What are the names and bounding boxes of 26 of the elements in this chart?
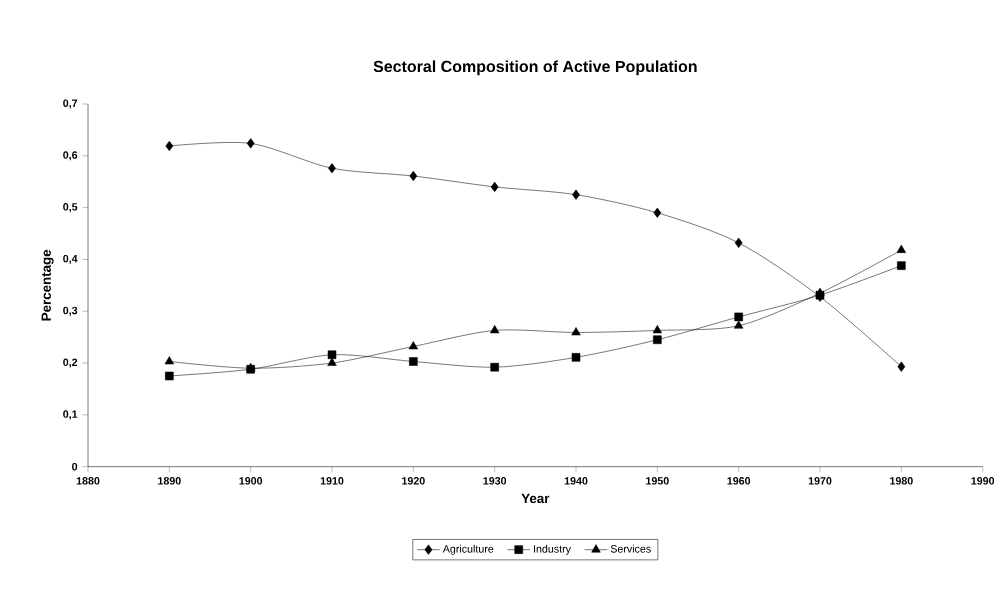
- y-tick-label: 0,1: [63, 410, 78, 420]
- legend-label: Industry: [534, 544, 571, 555]
- x-tick-label: 1980: [890, 477, 913, 485]
- x-tick-label: 1890: [158, 477, 181, 485]
- y-tick-label: 0,6: [63, 151, 78, 161]
- y-tick-label: 0,3: [63, 306, 78, 316]
- x-tick-label: 1950: [646, 477, 669, 485]
- x-tick-label: 1900: [239, 477, 263, 485]
- y-tick-label: 0: [72, 462, 78, 471]
- x-tick-label: 1970: [808, 477, 832, 485]
- x-tick-label: 1930: [483, 477, 507, 485]
- x-tick-label: 1990: [971, 477, 995, 485]
- chart-title: Sectoral Composition of Active Population: [373, 60, 697, 76]
- y-axis-title: Percentage: [41, 249, 54, 321]
- x-tick-label: 1880: [76, 477, 100, 485]
- y-tick-label: 0,2: [63, 358, 78, 368]
- y-tick-label: 0,7: [63, 99, 78, 109]
- y-tick-label: 0,5: [63, 203, 78, 213]
- legend-label: Agriculture: [442, 544, 494, 555]
- x-tick-label: 1940: [564, 477, 588, 485]
- y-tick-label: 0,4: [63, 254, 78, 264]
- x-tick-label: 1910: [320, 477, 344, 485]
- legend-label: Services: [610, 544, 651, 553]
- x-tick-label: 1920: [402, 477, 425, 485]
- x-tick-label: 1960: [727, 477, 751, 485]
- x-axis-title: Year: [521, 493, 550, 504]
